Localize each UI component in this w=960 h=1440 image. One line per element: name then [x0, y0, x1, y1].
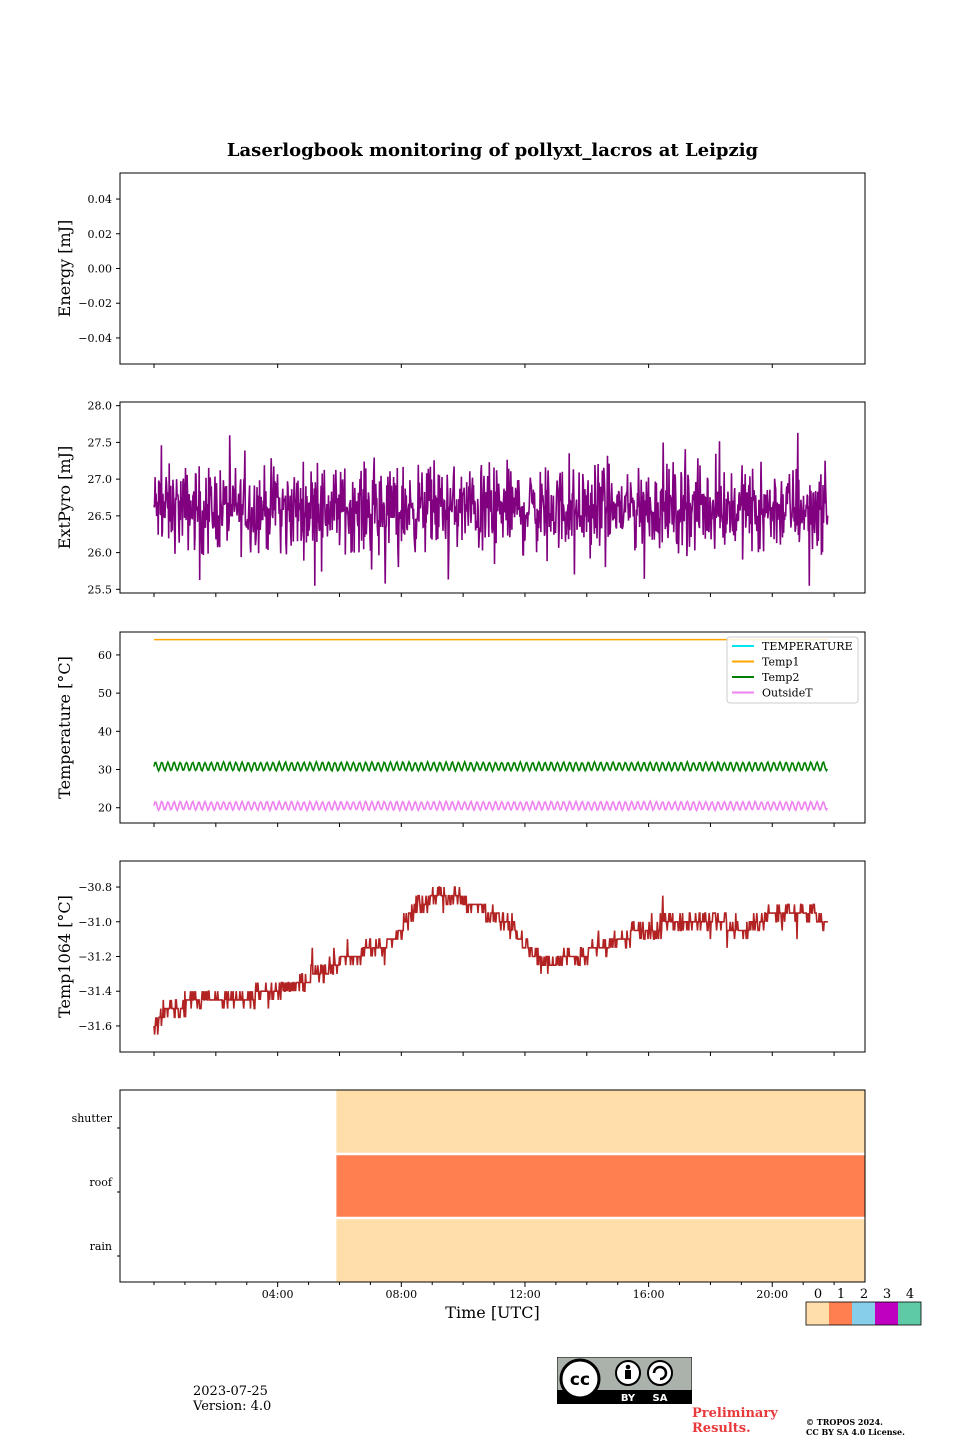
preliminary-note: Preliminary Results.: [692, 1406, 778, 1436]
y-axis-label: Temperature [°C]: [55, 656, 74, 799]
ytick-label: −30.8: [78, 881, 112, 894]
colorbar-label-2: 2: [860, 1287, 868, 1302]
ytick-label: −31.6: [78, 1020, 112, 1033]
preliminary-line1: Preliminary: [692, 1406, 778, 1421]
ytick-label: −31.2: [78, 951, 112, 964]
xtick-label: 16:00: [633, 1288, 665, 1301]
ytick-label: −31.0: [78, 916, 112, 929]
ytick-label: 0.00: [88, 263, 113, 276]
cc-by-sa-icon: cc BY SA: [557, 1357, 692, 1404]
xtick-label: 20:00: [756, 1288, 788, 1301]
colorbar-frame: [805, 1301, 922, 1326]
ytick-label: 40: [98, 725, 112, 738]
colorbar-swatch-0: [806, 1302, 829, 1325]
ytick-label: 0.02: [88, 228, 113, 241]
ytick-label: 27.5: [88, 436, 113, 449]
footer-version: Version: 4.0: [193, 1399, 272, 1414]
ytick-label-roof: roof: [89, 1176, 113, 1189]
panel-1: −0.04 −0.02 0.00 0.02 0.04 Energy [mJ]: [55, 172, 866, 368]
copyright-line2: CC BY SA 4.0 License.: [806, 1427, 905, 1437]
colorbar-swatch-3: [875, 1302, 898, 1325]
ytick-label: 0.04: [88, 193, 113, 206]
legend-entry: Temp2: [762, 671, 799, 684]
ytick-label: 25.5: [88, 583, 113, 596]
axes-frame: [119, 1089, 866, 1283]
ytick-label: 30: [98, 764, 112, 777]
x-axis-label: Time [UTC]: [445, 1303, 539, 1322]
ytick-label: 28.0: [88, 400, 113, 413]
xtick-label: 04:00: [262, 1288, 294, 1301]
colorbar-label-0: 0: [814, 1287, 822, 1302]
ytick-label: 60: [98, 649, 112, 662]
colorbar-swatch-2: [852, 1302, 875, 1325]
figure-title: Laserlogbook monitoring of pollyxt_lacro…: [226, 140, 759, 161]
preliminary-line2: Results.: [692, 1421, 751, 1436]
copyright-line1: © TROPOS 2024.: [806, 1417, 883, 1427]
y-axis-label: Temp1064 [°C]: [55, 895, 74, 1018]
legend-entry: TEMPERATURE: [762, 640, 853, 653]
series-line-temp2: [153, 759, 828, 774]
ytick-label: 20: [98, 802, 112, 815]
panel-4: −31.6 −31.4 −31.2 −31.0 −30.8 Temp1064 [°C]: [55, 860, 866, 1056]
ytick-label: −0.02: [78, 297, 112, 310]
legend-box: [726, 636, 859, 704]
colorbar-label-3: 3: [883, 1287, 891, 1302]
legend-entry: Temp1: [762, 656, 799, 669]
xtick-label: 12:00: [509, 1288, 541, 1301]
ytick-label: −31.4: [78, 985, 112, 998]
axes-frame: [119, 172, 866, 365]
series-line: [153, 886, 828, 1035]
y-axis-label: ExtPyro [mJ]: [55, 446, 74, 549]
status-segment-rain: [336, 1219, 866, 1282]
copyright-note: © TROPOS 2024. CC BY SA 4.0 License.: [806, 1417, 905, 1437]
legend-entry: OutsideT: [762, 687, 813, 700]
ytick-label-shutter: shutter: [72, 1112, 113, 1125]
series-line: [153, 432, 829, 586]
panel-2: 25.5 26.0 26.5 27.0 27.5 28.0 ExtPyro [mJ]: [55, 400, 866, 597]
ytick-label-rain: rain: [90, 1240, 112, 1253]
xtick-label: 08:00: [385, 1288, 417, 1301]
status-segment-roof: [336, 1155, 866, 1217]
series-line-outsidet: [153, 799, 829, 813]
colorbar-swatch-4: [898, 1302, 921, 1325]
footer-info: 2023-07-25 Version: 4.0: [193, 1384, 271, 1414]
ytick-label: 26.0: [88, 547, 113, 560]
ytick-label: 50: [98, 687, 112, 700]
ytick-label: 27.0: [88, 473, 113, 486]
panel-5: shutter roof rain 04:00 08:00 12:00 16:00 20:00…: [72, 1089, 866, 1322]
colorbar-label-1: 1: [837, 1287, 845, 1302]
colorbar-swatch-1: [829, 1302, 852, 1325]
footer-date: 2023-07-25: [193, 1384, 268, 1399]
license-label-by: BY: [621, 1393, 636, 1404]
colorbar-label-4: 4: [906, 1287, 914, 1302]
license-label-sa: SA: [653, 1393, 668, 1404]
y-axis-label: Energy [mJ]: [55, 220, 74, 318]
panel-3: 20 30 40 50 60 Temperature [°C] TEMPERATURE Tem…: [55, 631, 866, 827]
axes-frame: [119, 860, 866, 1053]
legend: TEMPERATURE Temp1 Temp2 OutsideT: [726, 636, 859, 704]
status-segment-shutter: [336, 1090, 866, 1153]
ytick-label: −0.04: [78, 332, 112, 345]
ytick-label: 26.5: [88, 510, 113, 523]
svg-text:cc: cc: [570, 1370, 590, 1390]
